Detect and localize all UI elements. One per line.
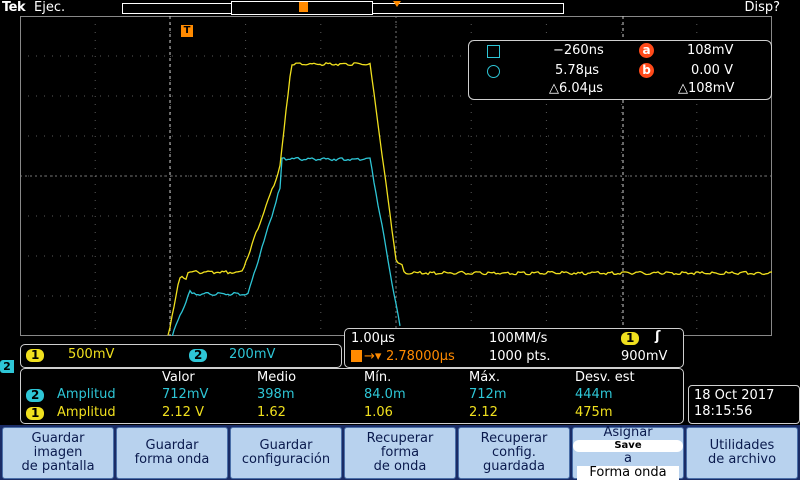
meas-row-ch1-stddev: 475m: [575, 405, 613, 420]
meas-row-ch2-name: Amplitud: [57, 387, 116, 402]
display-label: Disp?: [744, 0, 780, 15]
ch2-waveform: [171, 156, 401, 336]
meas-header-medio: Medio: [257, 370, 297, 385]
cursor-a-square-icon: [487, 45, 500, 58]
cursor-a-label: a: [639, 43, 654, 58]
save-setup-button[interactable]: Guardar configuración: [230, 427, 342, 479]
meas-row-ch1-valor: 2.12 V: [162, 405, 204, 420]
trigger-level[interactable]: 900mV: [621, 349, 668, 364]
cursor-delta-time: △6.04µs: [549, 81, 603, 96]
cursor-readout: −260ns a 108mV 5.78µs b 0.00 V △6.04µs △…: [468, 40, 772, 100]
cursor-b-label: b: [639, 63, 654, 78]
file-utilities-button[interactable]: Utilidades de archivo: [686, 427, 798, 479]
ch1-scale[interactable]: 500mV: [68, 347, 115, 362]
horizontal-readout: 1.00µs 100MM/s 1 ʃ →▾ 2.78000µs 1000 pts…: [344, 328, 684, 368]
meas-header-min: Mín.: [364, 370, 392, 385]
waveform-graticule[interactable]: [20, 16, 772, 336]
save-waveform-button[interactable]: Guardar forma onda: [116, 427, 228, 479]
vertical-scale-readout: 1 500mV 2 200mV: [20, 344, 342, 368]
cursor-b-circle-icon: [487, 65, 500, 78]
trigger-position-icon: [393, 1, 401, 7]
meas-row-ch2-stddev: 444m: [575, 387, 613, 402]
cursor-b-value: 0.00 V: [691, 63, 733, 78]
cursor-b-time: 5.78µs: [555, 63, 599, 78]
cursor-a-badge[interactable]: T: [181, 25, 193, 37]
record-view-window[interactable]: [231, 1, 373, 15]
save-screen-image-button[interactable]: Guardar imagen de pantalla: [2, 427, 114, 479]
ch2-ground-marker[interactable]: 2: [0, 360, 14, 373]
assign-save-button[interactable]: Asignar Save a Forma onda: [572, 426, 684, 480]
meas-row-ch2-badge: 2: [26, 388, 45, 403]
recall-waveform-button[interactable]: Recuperar forma de onda: [344, 427, 456, 479]
cursor-a-value: 108mV: [687, 43, 734, 58]
trigger-position[interactable]: 2.78000µs: [386, 349, 455, 364]
trigger-channel-badge[interactable]: 1: [621, 331, 640, 346]
trigger-arrow-icon: →▾: [364, 349, 382, 364]
ch2-scale[interactable]: 200mV: [229, 347, 276, 362]
sample-rate: 100MM/s: [489, 331, 548, 346]
cursor-lines: [169, 16, 624, 336]
meas-row-ch1-name: Amplitud: [57, 405, 116, 420]
ch2-badge[interactable]: 2: [189, 348, 208, 363]
ch1-badge[interactable]: 1: [26, 348, 45, 363]
record-trigger-marker: [299, 2, 308, 12]
trigger-slope-icon: ʃ: [655, 329, 661, 344]
recall-setup-button[interactable]: Recuperar config. guardada: [458, 427, 570, 479]
meas-row-ch1-min: 1.06: [364, 405, 393, 420]
cursor-delta-value: △108mV: [678, 81, 735, 96]
meas-header-max: Máx.: [469, 370, 501, 385]
measurements-table: Valor Medio Mín. Máx. Desv. est 2 Amplit…: [20, 368, 684, 424]
date: 18 Oct 2017: [694, 388, 775, 403]
save-key-badge: Save: [573, 440, 683, 452]
meas-header-valor: Valor: [162, 370, 195, 385]
date-time-display: 18 Oct 2017 18:15:56: [688, 385, 800, 424]
meas-row-ch2-min: 84.0m: [364, 387, 406, 402]
run-state: Ejec.: [34, 0, 66, 15]
time-per-div[interactable]: 1.00µs: [351, 331, 395, 346]
meas-row-ch1-badge: 1: [26, 406, 45, 421]
meas-row-ch2-valor: 712mV: [162, 387, 209, 402]
bottom-menu-bar: Guardar imagen de pantalla Guardar forma on…: [0, 425, 800, 480]
trigger-position-badge-icon: [351, 350, 362, 362]
meas-row-ch2-medio: 398m: [257, 387, 295, 402]
meas-row-ch1-max: 2.12: [469, 405, 498, 420]
ch1-waveform: [167, 62, 772, 336]
top-status-bar: Tek Ejec. Disp?: [0, 0, 800, 16]
meas-header-stddev: Desv. est: [575, 370, 635, 385]
time: 18:15:56: [694, 404, 753, 419]
meas-row-ch2-max: 712m: [469, 387, 507, 402]
meas-row-ch1-medio: 1.62: [257, 405, 286, 420]
cursor-a-time: −260ns: [553, 43, 604, 58]
brand-logo: Tek: [2, 0, 26, 15]
record-length: 1000 pts.: [489, 349, 551, 364]
